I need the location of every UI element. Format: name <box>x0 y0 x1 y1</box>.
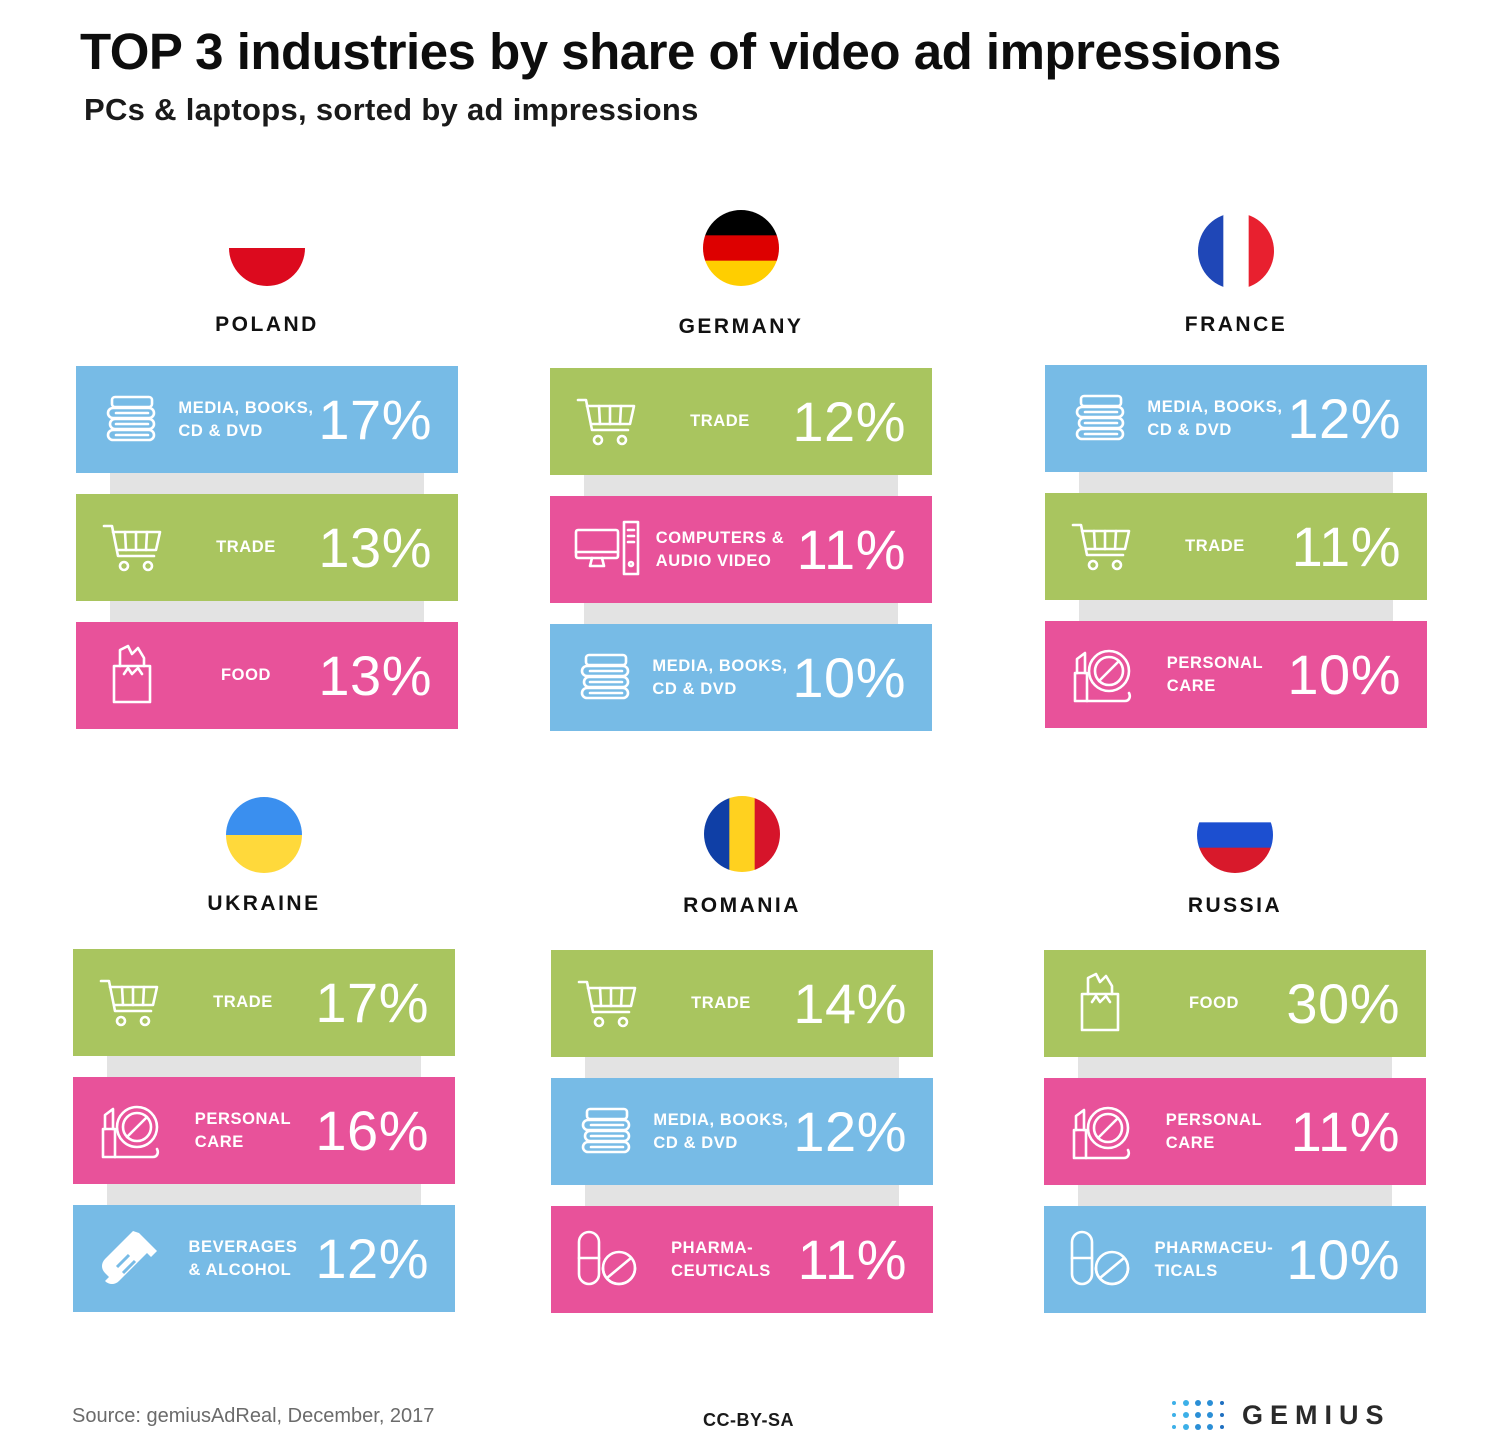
industry-label: MEDIA, BOOKS, CD & DVD <box>653 1111 789 1152</box>
share-value: 12% <box>793 1100 907 1163</box>
industry-bar: TRADE 12% <box>550 368 932 475</box>
flag-ukraine-icon <box>226 797 302 873</box>
country-label: ROMANIA <box>683 894 801 917</box>
shopping-cart-icon <box>98 512 168 582</box>
logo-dots-icon <box>1172 1400 1224 1430</box>
books-icon <box>98 384 168 454</box>
cosmetics-icon <box>95 1095 165 1165</box>
industry-label: PERSONAL CARE <box>1165 1111 1263 1152</box>
shopping-cart-icon <box>572 386 642 456</box>
share-value: 12% <box>792 390 906 453</box>
industry-label: MEDIA, BOOKS, CD & DVD <box>1147 398 1283 439</box>
panel-france: FRANCE MEDIA, BOOKS, CD & DVD 12% TRADE 11% P… <box>1045 213 1427 728</box>
industry-bar: TRADE 14% <box>551 950 933 1057</box>
books-icon <box>573 1096 643 1166</box>
share-value: 13% <box>318 516 432 579</box>
share-value: 11% <box>797 1228 907 1291</box>
share-value: 10% <box>1286 1228 1400 1291</box>
industry-bar: COMPUTERS & AUDIO VIDEO 11% <box>550 496 932 603</box>
share-value: 14% <box>793 972 907 1035</box>
industry-label: COMPUTERS & AUDIO VIDEO <box>655 529 785 570</box>
country-label: FRANCE <box>1184 313 1288 336</box>
industry-bar: MEDIA, BOOKS, CD & DVD 12% <box>1045 365 1427 472</box>
shopping-cart-icon <box>573 968 643 1038</box>
gemius-logo: GEMIUS <box>1168 1398 1428 1432</box>
source-note: Source: gemiusAdReal, December, 2017 <box>72 1405 435 1427</box>
country-label: POLAND <box>215 313 319 336</box>
panel-germany: GERMANY TRADE 12% COMPUTERS & AUDIO VIDEO 11… <box>550 210 932 731</box>
industry-label: TRADE <box>213 993 273 1012</box>
industry-bar: FOOD 30% <box>1044 950 1426 1057</box>
country-label: UKRAINE <box>207 892 321 915</box>
page-title: TOP 3 industries by share of video ad im… <box>80 23 1281 80</box>
industry-label: TRADE <box>216 538 276 557</box>
industry-bar: PERSONAL CARE 11% <box>1044 1078 1426 1185</box>
page-subtitle: PCs & laptops, sorted by ad impressions <box>84 92 699 127</box>
logo-text: GEMIUS <box>1242 1400 1391 1430</box>
industry-label: FOOD <box>1188 994 1240 1013</box>
computer-icon <box>572 514 642 584</box>
share-value: 17% <box>318 388 432 451</box>
industry-label: TRADE <box>691 994 751 1013</box>
industry-bar: MEDIA, BOOKS, CD & DVD 12% <box>551 1078 933 1185</box>
shopping-cart-icon <box>95 967 165 1037</box>
flag-romania-icon <box>704 796 780 872</box>
share-value: 12% <box>1287 387 1401 450</box>
share-value: 10% <box>792 646 906 709</box>
industry-bar: PERSONAL CARE 10% <box>1045 621 1427 728</box>
flag-france-icon <box>1198 213 1274 289</box>
grocery-bag-icon <box>1066 968 1136 1038</box>
share-value: 11% <box>1290 1100 1400 1163</box>
share-value: 11% <box>1291 515 1401 578</box>
share-value: 10% <box>1287 643 1401 706</box>
industry-bar: MEDIA, BOOKS, CD & DVD 10% <box>550 624 932 731</box>
grocery-bag-icon <box>98 640 168 710</box>
shopping-cart-icon <box>1067 511 1137 581</box>
industry-bar: FOOD 13% <box>76 622 458 729</box>
industry-label: PERSONAL CARE <box>1166 654 1264 695</box>
industry-label: FOOD <box>220 666 272 685</box>
country-label: RUSSIA <box>1187 894 1283 917</box>
industry-label: TRADE <box>1185 537 1245 556</box>
industry-label: BEVERAGES & ALCOHOL <box>188 1238 298 1279</box>
industry-label: TRADE <box>690 412 750 431</box>
share-value: 13% <box>318 644 432 707</box>
panel-romania: ROMANIA TRADE 14% MEDIA, BOOKS, CD & DVD 12%… <box>551 796 933 1313</box>
industry-bar: PHARMACEU- TICALS 10% <box>1044 1206 1426 1313</box>
flag-russia-icon <box>1197 797 1273 873</box>
industry-bar: MEDIA, BOOKS, CD & DVD 17% <box>76 366 458 473</box>
industry-label: PERSONAL CARE <box>194 1110 292 1151</box>
industry-label: PHARMACEU- TICALS <box>1154 1239 1274 1280</box>
industry-label: MEDIA, BOOKS, CD & DVD <box>178 399 314 440</box>
bottle-icon <box>95 1223 165 1293</box>
pills-icon <box>1066 1224 1136 1294</box>
industry-bar: PERSONAL CARE 16% <box>73 1077 455 1184</box>
industry-label: MEDIA, BOOKS, CD & DVD <box>652 657 788 698</box>
share-value: 17% <box>315 971 429 1034</box>
industry-bar: TRADE 17% <box>73 949 455 1056</box>
share-value: 11% <box>796 518 906 581</box>
pills-icon <box>573 1224 643 1294</box>
flag-germany-icon <box>703 210 779 286</box>
industry-bar: BEVERAGES & ALCOHOL 12% <box>73 1205 455 1312</box>
license-label: CC-BY-SA <box>703 1410 795 1430</box>
cosmetics-icon <box>1067 639 1137 709</box>
industry-bar: TRADE 11% <box>1045 493 1427 600</box>
industry-label: PHARMA- CEUTICALS <box>671 1239 771 1280</box>
panel-poland: POLAND MEDIA, BOOKS, CD & DVD 17% TRADE 13% F… <box>76 210 458 729</box>
flag-poland-icon <box>229 210 305 286</box>
country-label: GERMANY <box>678 315 804 338</box>
industry-bar: PHARMA- CEUTICALS 11% <box>551 1206 933 1313</box>
share-value: 12% <box>315 1227 429 1290</box>
share-value: 30% <box>1286 972 1400 1035</box>
books-icon <box>1067 383 1137 453</box>
industry-bar: TRADE 13% <box>76 494 458 601</box>
panel-russia: RUSSIA FOOD 30% PERSONAL CARE 11% PHARMACEU- … <box>1044 797 1426 1313</box>
cosmetics-icon <box>1066 1096 1136 1166</box>
books-icon <box>572 642 642 712</box>
share-value: 16% <box>315 1099 429 1162</box>
panel-ukraine: UKRAINE TRADE 17% PERSONAL CARE 16% BEVERAGES… <box>73 797 455 1312</box>
